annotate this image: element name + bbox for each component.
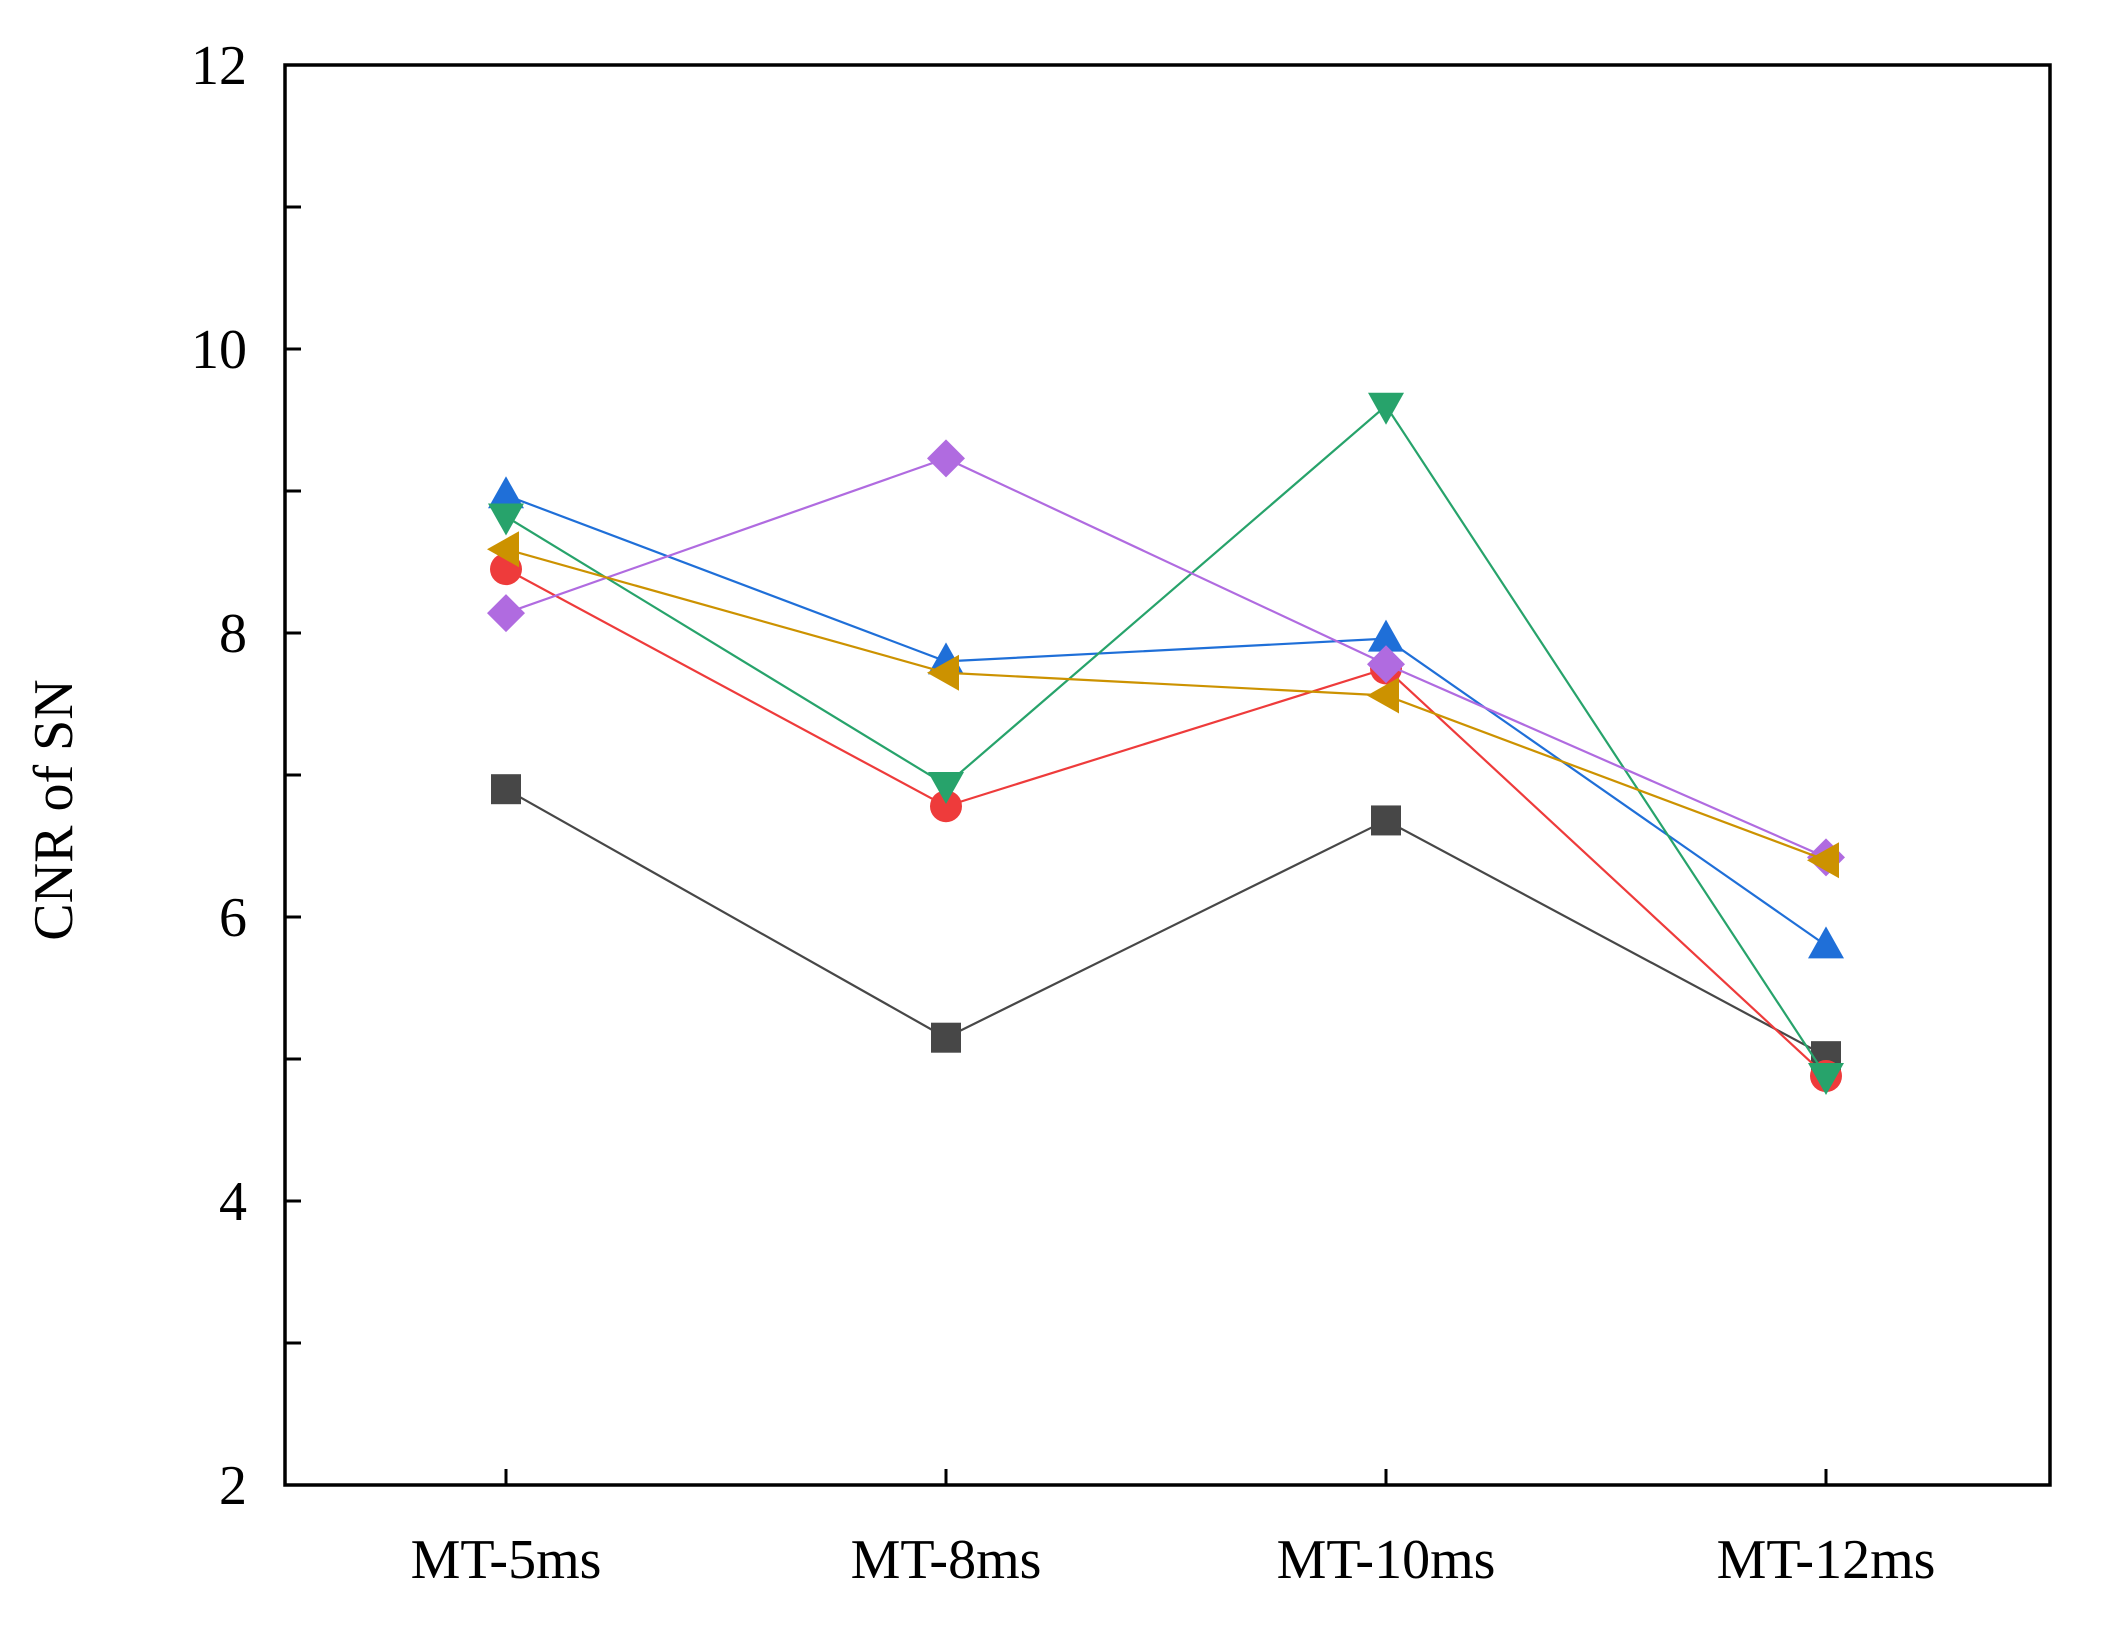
marker-diamond	[927, 439, 965, 478]
series-line	[505, 457, 1827, 859]
marker-triangle-left	[927, 654, 959, 691]
series-layer	[487, 392, 1845, 1096]
x-tick-label: MT-10ms	[1277, 1529, 1496, 1591]
x-tick-label: MT-12ms	[1717, 1529, 1936, 1591]
marker-circle	[930, 790, 962, 823]
series-triangle-down	[488, 392, 1844, 1096]
series-line	[505, 568, 1827, 1077]
marker-triangle-left	[1807, 842, 1839, 879]
axes-layer: 2 4 6 8 10 12 MT-5ms MT-8ms MT-10ms MT-12ms	[191, 35, 2052, 1591]
series-line	[505, 548, 1827, 862]
marker-diamond	[1367, 645, 1405, 684]
x-tick-label: MT-5ms	[411, 1529, 602, 1591]
plot-frame	[283, 63, 2052, 1487]
y-tick-label: 8	[219, 603, 247, 665]
marker-triangle-up	[488, 476, 524, 509]
series-line	[505, 494, 1827, 947]
y-axis-title: CNR of SN	[23, 679, 85, 940]
marker-triangle-up	[1808, 926, 1844, 959]
marker-triangle-up	[1368, 619, 1404, 652]
marker-square	[491, 774, 521, 805]
marker-triangle-down	[1368, 392, 1404, 425]
marker-diamond	[487, 594, 525, 633]
y-tick-label: 4	[219, 1171, 247, 1233]
marker-triangle-left	[487, 531, 519, 568]
x-tick-label: MT-8ms	[851, 1529, 1042, 1591]
series-triangle-left	[487, 531, 1839, 879]
marker-triangle-down	[1808, 1063, 1844, 1096]
marker-triangle-left	[1367, 677, 1399, 714]
marker-triangle-down	[928, 771, 964, 804]
series-line	[505, 404, 1827, 1077]
series-diamond	[487, 439, 1845, 877]
marker-square	[1371, 805, 1401, 836]
series-square	[491, 774, 1841, 1072]
series-circle	[490, 553, 1842, 1093]
y-tick-label: 12	[191, 35, 247, 97]
marker-square	[931, 1022, 961, 1053]
marker-triangle-down	[488, 503, 524, 536]
series-line	[505, 788, 1827, 1058]
y-tick-label: 2	[219, 1455, 247, 1517]
y-tick-label: 10	[191, 319, 247, 381]
y-tick-label: 6	[219, 887, 247, 949]
